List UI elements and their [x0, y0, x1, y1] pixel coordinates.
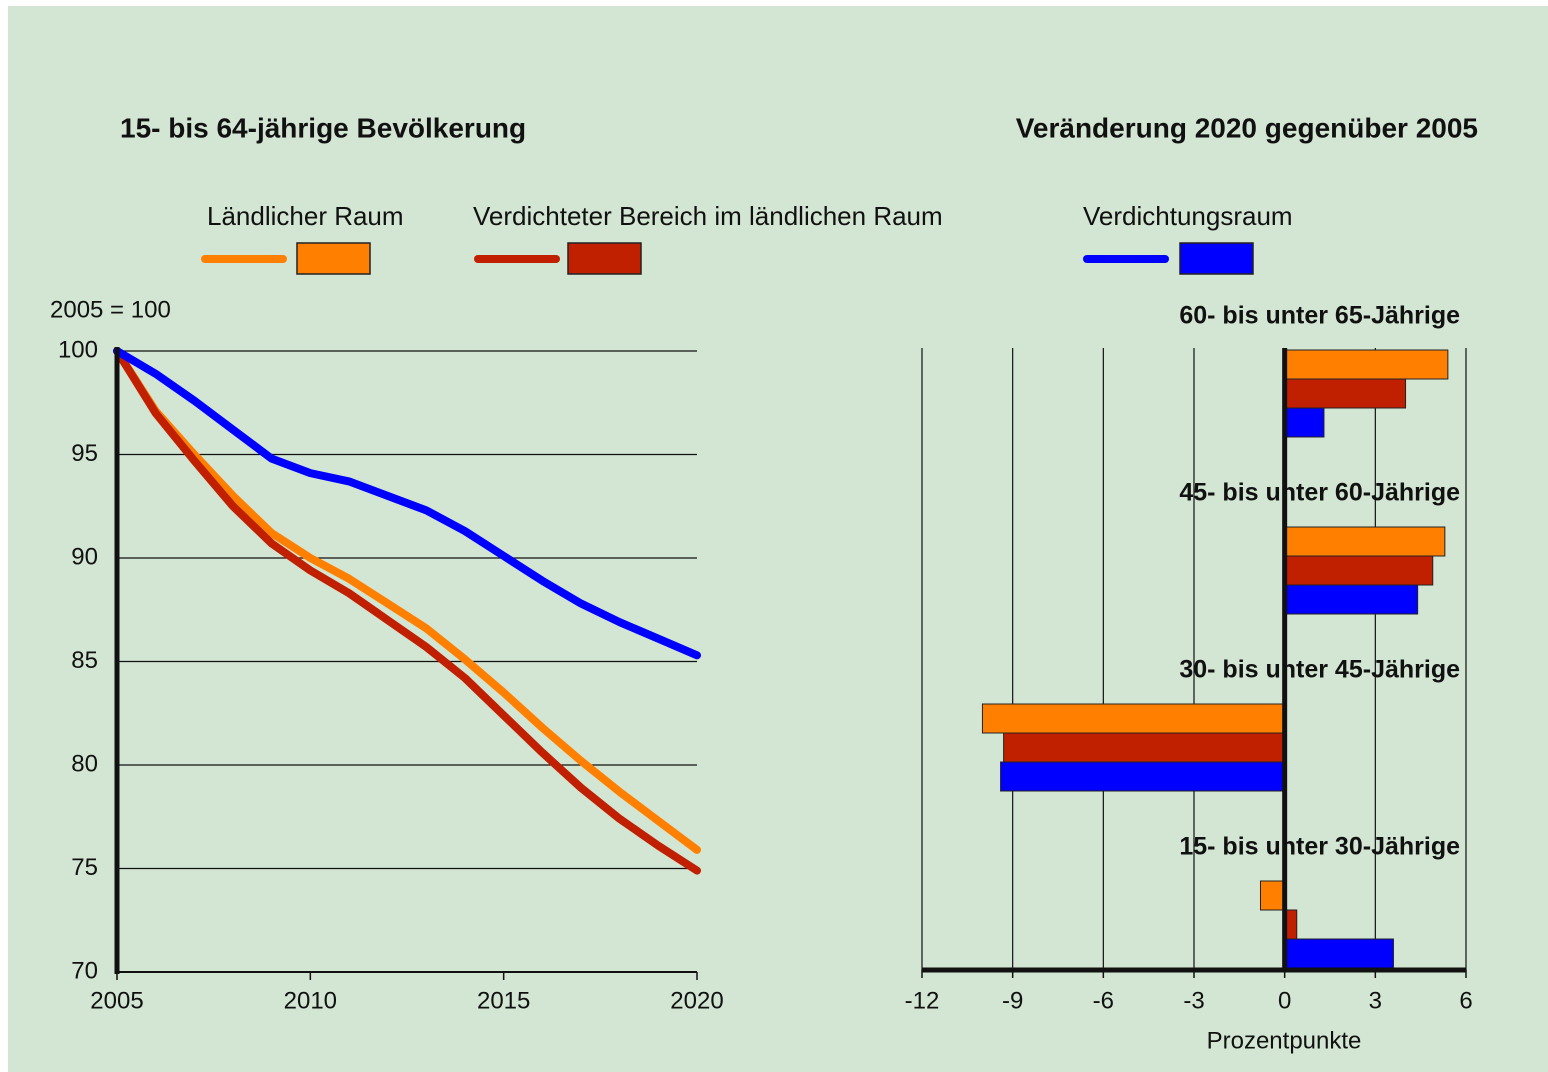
- x-tick-label: 6: [1459, 987, 1472, 1014]
- legend-swatch: [1179, 242, 1254, 275]
- bar: [1000, 761, 1286, 792]
- legend-swatch: [567, 242, 642, 275]
- legend-swatch: [296, 242, 371, 275]
- line: [113, 347, 701, 854]
- legend-label: Ländlicher Raum: [207, 201, 404, 231]
- chart-title: 15- bis 64-jährige Bevölkerung: [120, 112, 526, 143]
- x-tick-label: 0: [1278, 987, 1291, 1014]
- bar: [1284, 555, 1434, 586]
- chart-title: Veränderung 2020 gegenüber 2005: [1016, 112, 1478, 143]
- x-tick-label: -9: [1002, 987, 1023, 1014]
- y-tick-label: 75: [71, 854, 98, 881]
- bar: [1003, 732, 1286, 763]
- y-axis-label: 2005 = 100: [50, 296, 171, 323]
- y-tick-label: 95: [71, 440, 98, 467]
- x-axis-label: Prozentpunkte: [1207, 1027, 1362, 1054]
- category-label: 15- bis unter 30-Jährige: [1179, 833, 1460, 861]
- y-tick-label: 85: [71, 647, 98, 674]
- bar: [1259, 880, 1286, 911]
- x-tick-label: 2010: [284, 987, 337, 1014]
- bar: [1284, 407, 1325, 438]
- y-tick-label: 100: [58, 336, 98, 363]
- y-tick-label: 90: [71, 543, 98, 570]
- category-label: 30- bis unter 45-Jährige: [1179, 656, 1460, 684]
- legend-label: Verdichtungsraum: [1083, 201, 1293, 231]
- bar: [981, 703, 1286, 734]
- category-label: 60- bis unter 65-Jährige: [1179, 302, 1460, 330]
- x-tick-label: -3: [1183, 987, 1204, 1014]
- bar: [1284, 584, 1419, 615]
- y-tick-label: 70: [71, 957, 98, 984]
- bar: [1284, 349, 1449, 380]
- line: [113, 347, 701, 660]
- x-tick-label: -6: [1093, 987, 1114, 1014]
- bar: [1284, 378, 1407, 409]
- line: [113, 347, 701, 875]
- x-tick-label: 3: [1369, 987, 1382, 1014]
- y-tick-label: 80: [71, 750, 98, 777]
- x-tick-label: 2015: [477, 987, 530, 1014]
- legend-label: Verdichteter Bereich im ländlichen Raum: [473, 201, 943, 231]
- bar: [1284, 526, 1446, 557]
- x-tick-label: -12: [905, 987, 940, 1014]
- x-tick-label: 2020: [670, 987, 723, 1014]
- bar: [1284, 938, 1394, 969]
- x-tick-label: 2005: [90, 987, 143, 1014]
- category-label: 45- bis unter 60-Jährige: [1179, 479, 1460, 507]
